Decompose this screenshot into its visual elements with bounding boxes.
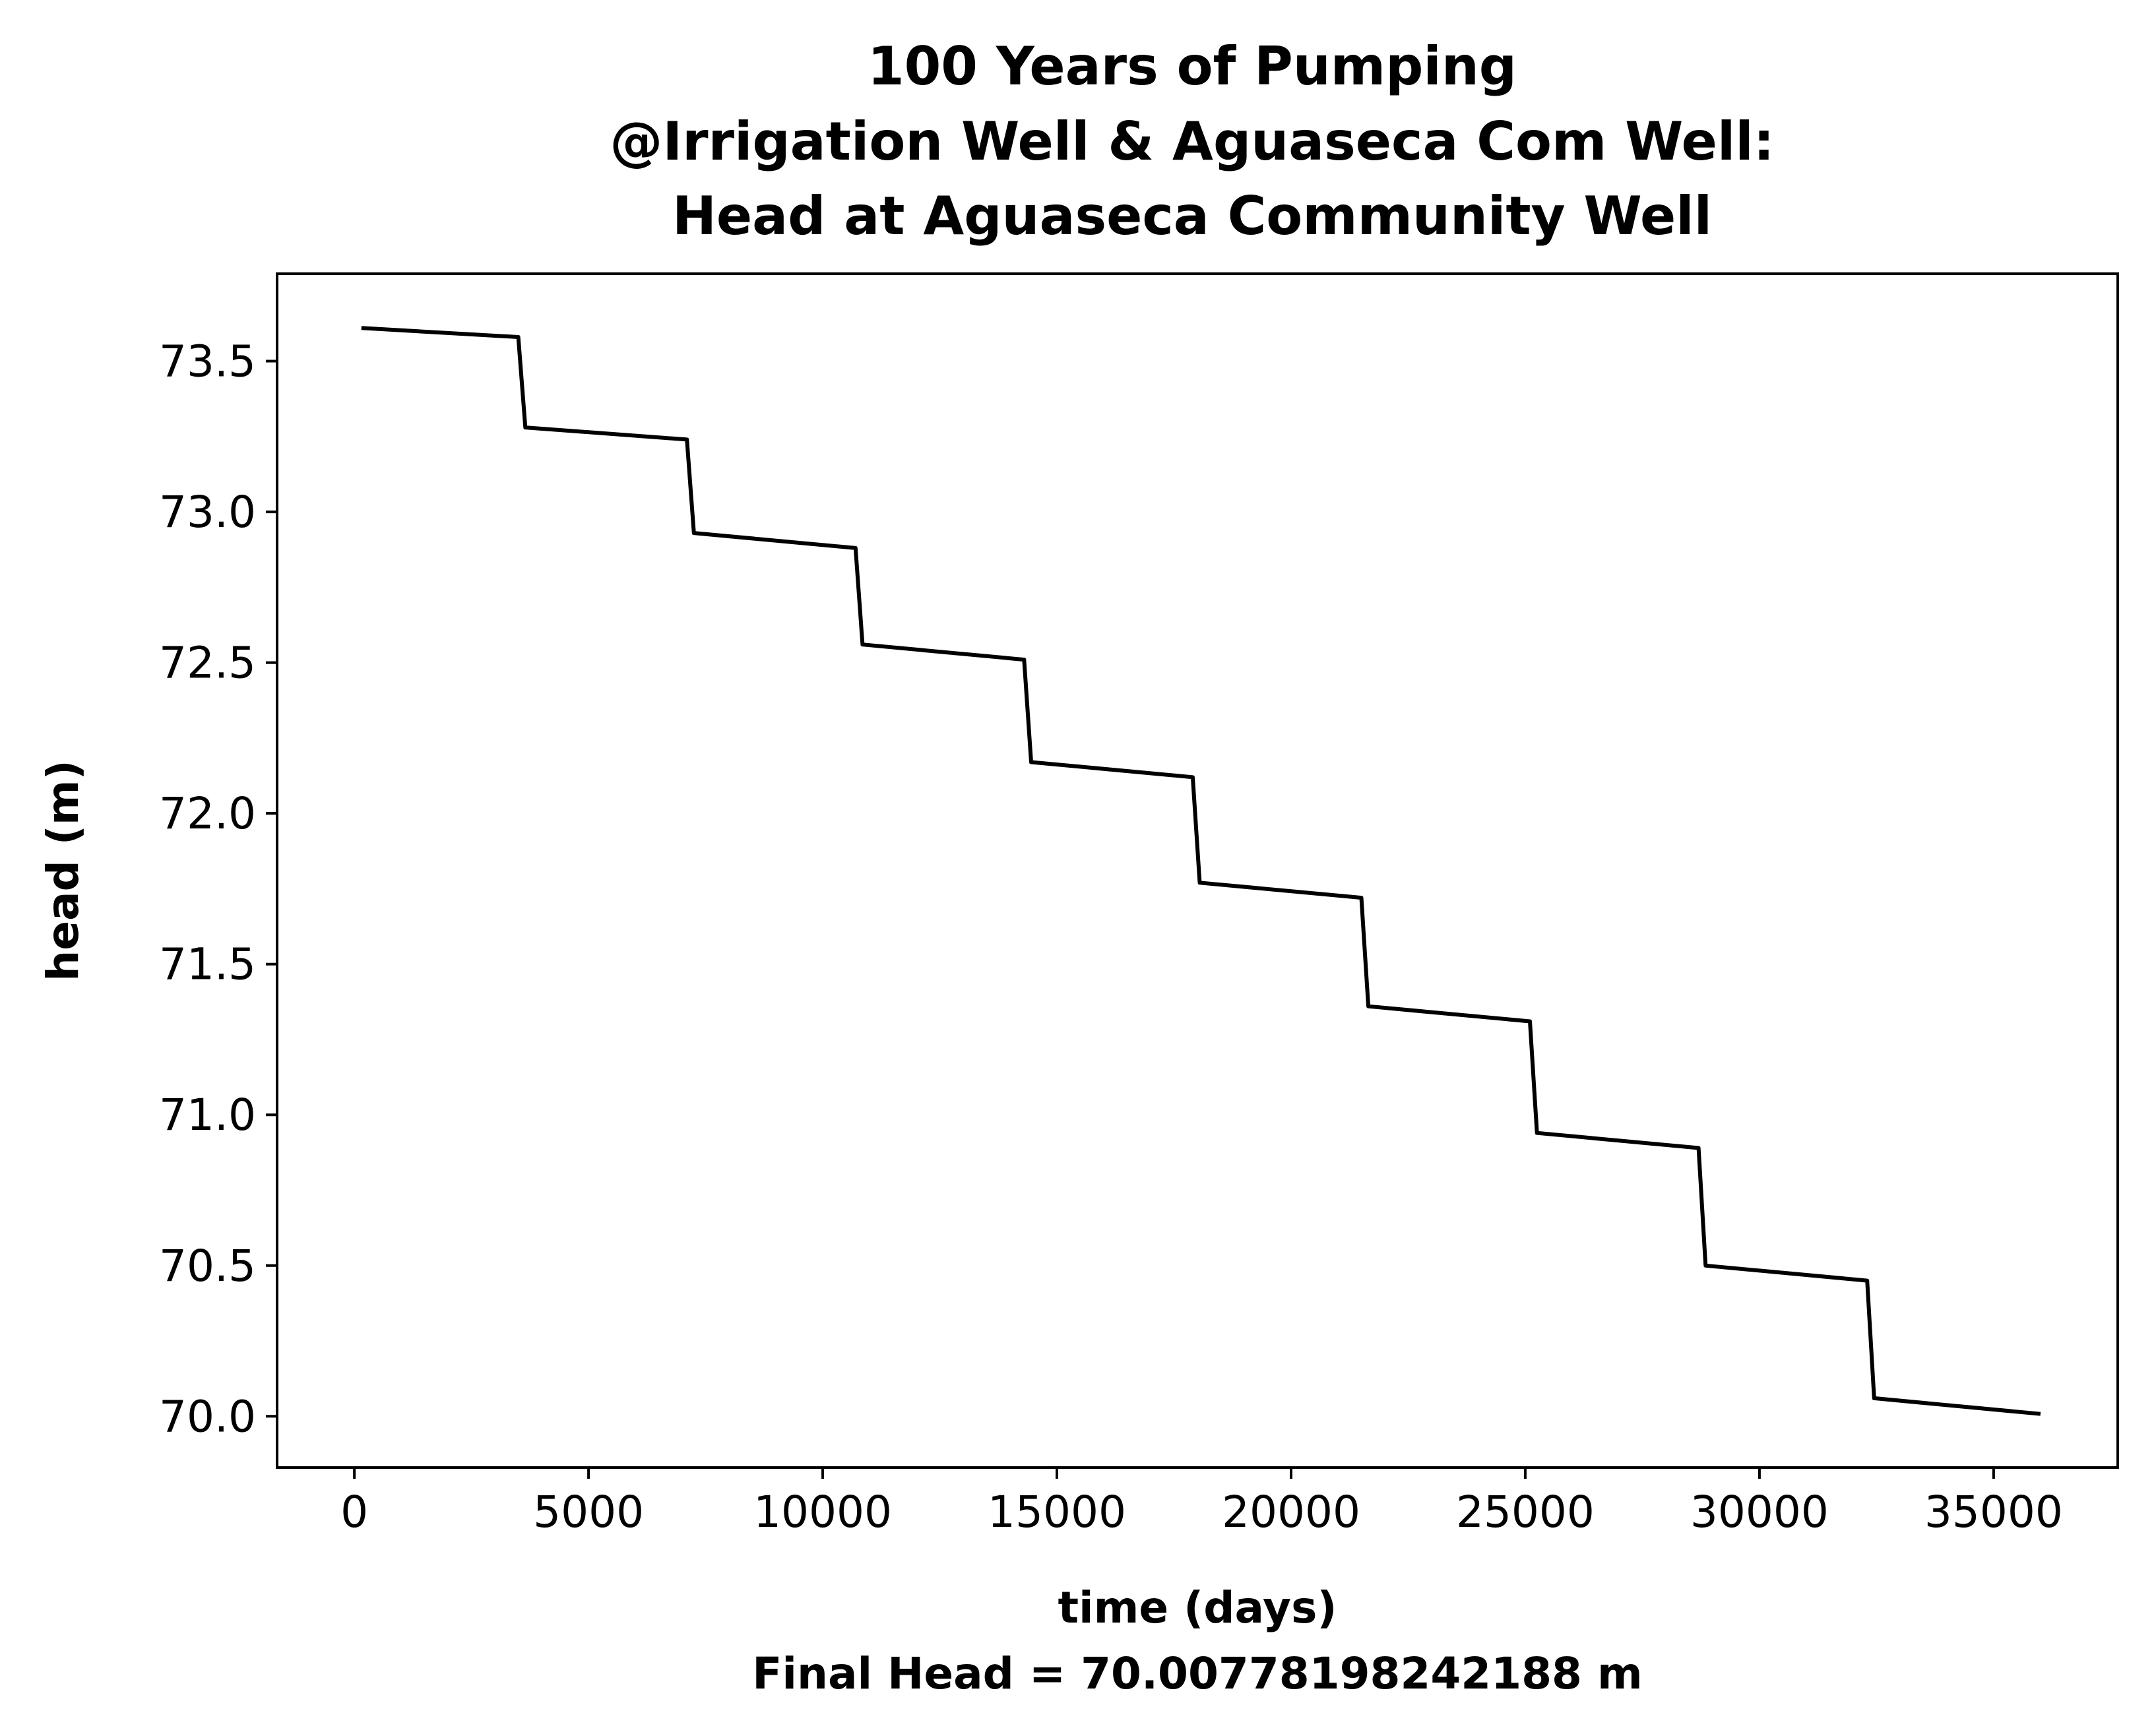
chart-title-line: 100 Years of Pumping: [868, 36, 1517, 97]
y-tick-label: 72.0: [159, 788, 256, 839]
y-tick-label: 71.0: [159, 1090, 256, 1140]
y-axis: 70.0 70.5 71.0 71.5 72.0 72.5 73.0 73.5: [159, 336, 277, 1442]
chart-title-line: Head at Aguaseca Community Well: [672, 185, 1712, 247]
x-tick-label: 10000: [753, 1487, 892, 1537]
y-tick-label: 70.5: [159, 1241, 256, 1291]
x-tick-label: 5000: [533, 1487, 644, 1537]
final-head-note: Final Head = 70.00778198242188 m: [752, 1648, 1642, 1699]
head-series-line: [361, 326, 2041, 1416]
x-axis-label: time (days): [1058, 1582, 1337, 1633]
y-tick-label: 73.5: [159, 336, 256, 387]
plot-area-frame: [276, 272, 2119, 1469]
data-series: [361, 326, 2041, 1416]
y-tick-label: 71.5: [159, 939, 256, 990]
y-tick-label: 72.5: [159, 638, 256, 689]
x-tick-label: 30000: [1690, 1487, 1829, 1537]
x-tick-label: 20000: [1222, 1487, 1360, 1537]
y-tick-label: 73.0: [159, 487, 256, 538]
x-tick-label: 0: [340, 1487, 368, 1537]
y-axis-label: head (m): [38, 760, 88, 981]
x-axis: 0 5000 10000 15000 20000 25000 30000 35000: [340, 1468, 2063, 1537]
y-tick-label: 70.0: [159, 1391, 256, 1442]
x-tick-label: 35000: [1924, 1487, 2063, 1537]
x-tick-label: 25000: [1456, 1487, 1595, 1537]
chart-title-line: @Irrigation Well & Aguaseca Com Well:: [610, 111, 1774, 172]
x-tick-label: 15000: [988, 1487, 1126, 1537]
chart-title: 100 Years of Pumping @Irrigation Well & …: [610, 36, 1774, 247]
